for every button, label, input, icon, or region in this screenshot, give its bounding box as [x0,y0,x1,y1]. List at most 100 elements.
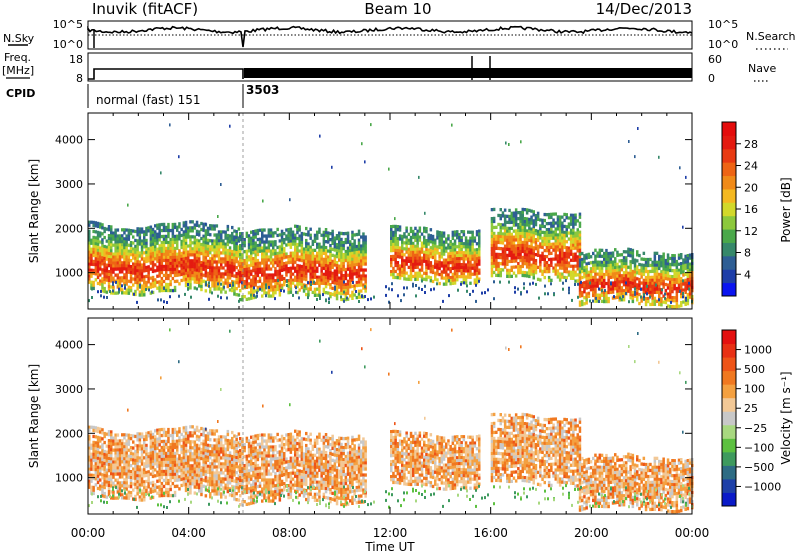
echo-cell [495,252,498,256]
echo-cell [305,274,308,279]
echo-cell [607,278,610,283]
echo-cell [162,264,166,269]
echo-cell [243,271,246,275]
echo-cell [581,257,584,262]
echo-cell [211,269,214,273]
echo-cell [497,234,500,239]
echo-cell [392,230,395,235]
echo-cell [538,296,540,300]
echo-cell [640,299,643,303]
echo-cell [338,243,341,247]
echo-cell [121,284,123,288]
echo-cell [96,444,100,449]
echo-cell [340,240,343,245]
echo-cell [302,286,306,290]
echo-cell [105,245,109,249]
echo-cell [158,250,161,254]
echo-cell [501,223,505,227]
echo-cell [213,257,216,261]
echo-cell [662,261,665,265]
echo-cell [344,291,348,296]
echo-cell [105,480,109,484]
echo-cell [563,233,566,238]
echo-cell [397,294,399,298]
echo-cell [118,249,122,253]
echo-cell [658,155,660,159]
echo-cell [514,208,518,212]
echo-cell [554,254,557,258]
echo-cell [651,266,654,270]
echo-cell [118,472,122,476]
echo-cell [622,265,626,269]
echo-cell [539,236,542,240]
echo-cell [684,272,687,276]
echo-cell [360,283,363,287]
echo-cell [140,480,144,484]
echo-cell [558,248,562,252]
echo-cell [532,273,535,277]
echo-cell [267,234,271,238]
echo-cell [342,292,345,296]
echo-cell [138,236,142,240]
echo-cell [631,251,635,256]
echo-cell [239,268,242,272]
colorbar-swatch [722,162,736,177]
echo-cell [558,215,562,219]
echo-cell [497,240,500,245]
echo-cell [425,266,428,270]
echo-cell [191,274,194,278]
echo-cell [467,251,470,255]
echo-cell [124,284,126,288]
echo-cell [241,241,244,245]
echo-cell [627,271,630,275]
echo-cell [101,268,104,272]
echo-cell [530,227,533,231]
echo-cell [129,286,133,290]
echo-cell [519,225,522,230]
echo-cell [594,254,597,258]
echo-cell [684,281,687,285]
echo-cell [129,229,133,233]
echo-cell [662,279,665,283]
echo-cell [414,247,417,251]
echo-cell [451,254,455,258]
echo-cell [114,439,117,443]
echo-cell [322,263,326,267]
echo-cell [107,246,111,250]
echo-cell [605,290,608,295]
echo-cell [165,273,168,278]
echo-cell [388,287,390,291]
echo-cell [353,233,356,237]
echo-cell [224,290,227,294]
echo-cell [501,259,505,263]
echo-cell [662,285,665,289]
echo-cell [154,251,157,255]
echo-cell [105,269,109,273]
echo-cell [237,281,241,285]
echo-cell [143,492,146,496]
echo-cell [184,232,188,237]
echo-cell [572,243,575,247]
echo-cell [247,267,251,271]
echo-cell [215,287,219,291]
echo-cell [132,271,135,275]
echo-cell [224,260,227,264]
echo-cell [677,271,681,275]
echo-cell [180,245,183,250]
echo-cell [682,270,685,274]
echo-cell [574,252,577,256]
echo-cell [467,239,470,243]
echo-cell [647,269,650,274]
echo-cell [598,248,602,252]
echo-cell [158,280,161,284]
echo-cell [110,439,113,443]
echo-cell [340,252,343,257]
echo-cell [335,249,339,253]
echo-cell [523,226,527,230]
echo-cell [198,263,201,267]
echo-cell [96,239,100,244]
echo-cell [125,457,128,461]
echo-cell [532,267,535,271]
echo-cell [449,258,452,262]
echo-cell [503,253,507,257]
